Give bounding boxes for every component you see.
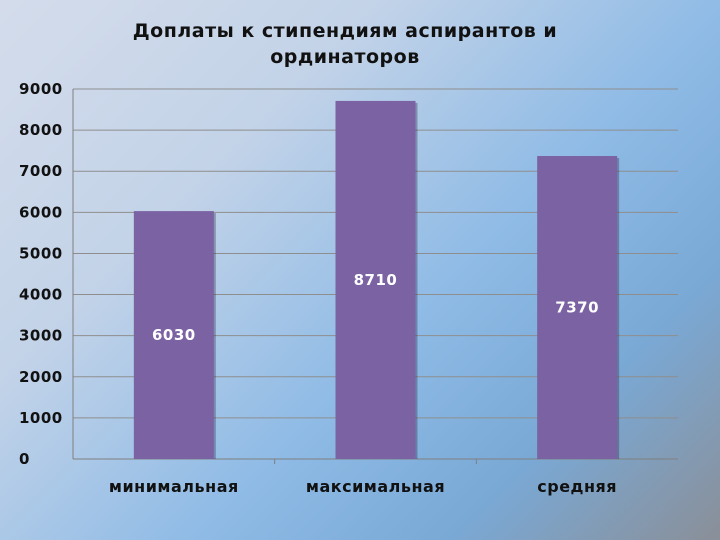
bar <box>335 100 416 459</box>
y-tick-label: 7000 <box>19 162 63 180</box>
data-label: 7370 <box>555 299 599 317</box>
y-tick-label: 3000 <box>19 327 63 345</box>
x-category-label: средняя <box>537 477 617 496</box>
bar <box>133 211 214 459</box>
y-tick-label: 2000 <box>19 368 63 386</box>
y-tick-label: 9000 <box>19 80 63 98</box>
x-category-label: максимальная <box>306 477 445 496</box>
data-label: 8710 <box>354 271 398 289</box>
y-tick-label: 6000 <box>19 203 63 221</box>
y-tick-label: 4000 <box>19 286 63 304</box>
y-tick-label: 0 <box>19 450 30 468</box>
bar <box>537 156 618 459</box>
data-label: 6030 <box>152 326 196 344</box>
y-tick-label: 5000 <box>19 244 63 262</box>
y-tick-label: 8000 <box>19 121 63 139</box>
chart-title: Доплаты к стипендиям аспирантов и ордина… <box>132 20 558 68</box>
y-tick-label: 1000 <box>19 409 63 427</box>
x-category-label: минимальная <box>109 477 239 496</box>
